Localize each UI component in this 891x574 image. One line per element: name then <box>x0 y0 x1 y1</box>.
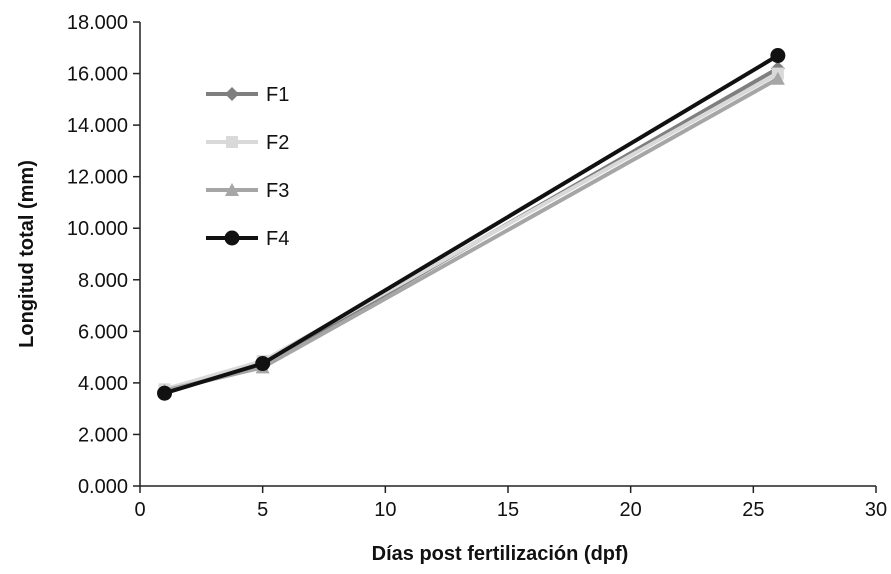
y-tick-label: 2.000 <box>78 424 128 446</box>
y-tick-label: 4.000 <box>78 373 128 395</box>
legend-label: F3 <box>266 180 289 202</box>
x-tick-label: 15 <box>497 499 519 521</box>
y-tick-label: 18.000 <box>67 12 128 34</box>
y-tick-label: 16.000 <box>67 64 128 86</box>
legend-item: F2 <box>206 132 289 154</box>
data-point <box>157 385 173 401</box>
data-point <box>770 71 785 85</box>
data-point <box>770 48 786 64</box>
y-tick-label: 10.000 <box>67 218 128 240</box>
series-f4 <box>157 48 786 401</box>
y-axis-title: Longitud total (mm) <box>16 160 38 348</box>
series-line <box>164 66 779 394</box>
legend-marker <box>226 136 238 148</box>
y-tick-label: 14.000 <box>67 115 128 137</box>
x-tick-label: 5 <box>257 499 268 521</box>
y-tick-label: 12.000 <box>67 167 128 189</box>
x-tick-label: 30 <box>865 499 887 521</box>
x-axis-ticks: 0 5 10 15 20 25 30 <box>134 486 887 521</box>
legend-item: F4 <box>206 228 289 250</box>
legend-item: F3 <box>206 180 289 202</box>
data-point <box>255 356 271 372</box>
y-tick-label: 0.000 <box>78 476 128 498</box>
series-line <box>163 53 779 396</box>
legend-label: F1 <box>266 84 289 106</box>
x-tick-label: 20 <box>620 499 642 521</box>
x-tick-label: 10 <box>374 499 396 521</box>
legend-item: F1 <box>206 84 289 106</box>
legend-marker <box>225 183 239 196</box>
x-axis-title: Días post fertilización (dpf) <box>372 543 629 565</box>
legend-marker <box>224 230 240 246</box>
legend: F1 F2 F3 F4 <box>206 84 289 250</box>
legend-label: F4 <box>266 228 289 250</box>
y-tick-label: 8.000 <box>78 270 128 292</box>
legend-label: F2 <box>266 132 289 154</box>
legend-marker <box>225 87 239 101</box>
x-tick-label: 0 <box>134 499 145 521</box>
y-axis-ticks: 0.000 2.000 4.000 6.000 8.000 10.000 12.000 14.… <box>67 12 140 498</box>
x-tick-label: 25 <box>742 499 764 521</box>
y-tick-label: 6.000 <box>78 321 128 343</box>
series-layer <box>157 48 786 401</box>
series-f1 <box>157 61 785 399</box>
